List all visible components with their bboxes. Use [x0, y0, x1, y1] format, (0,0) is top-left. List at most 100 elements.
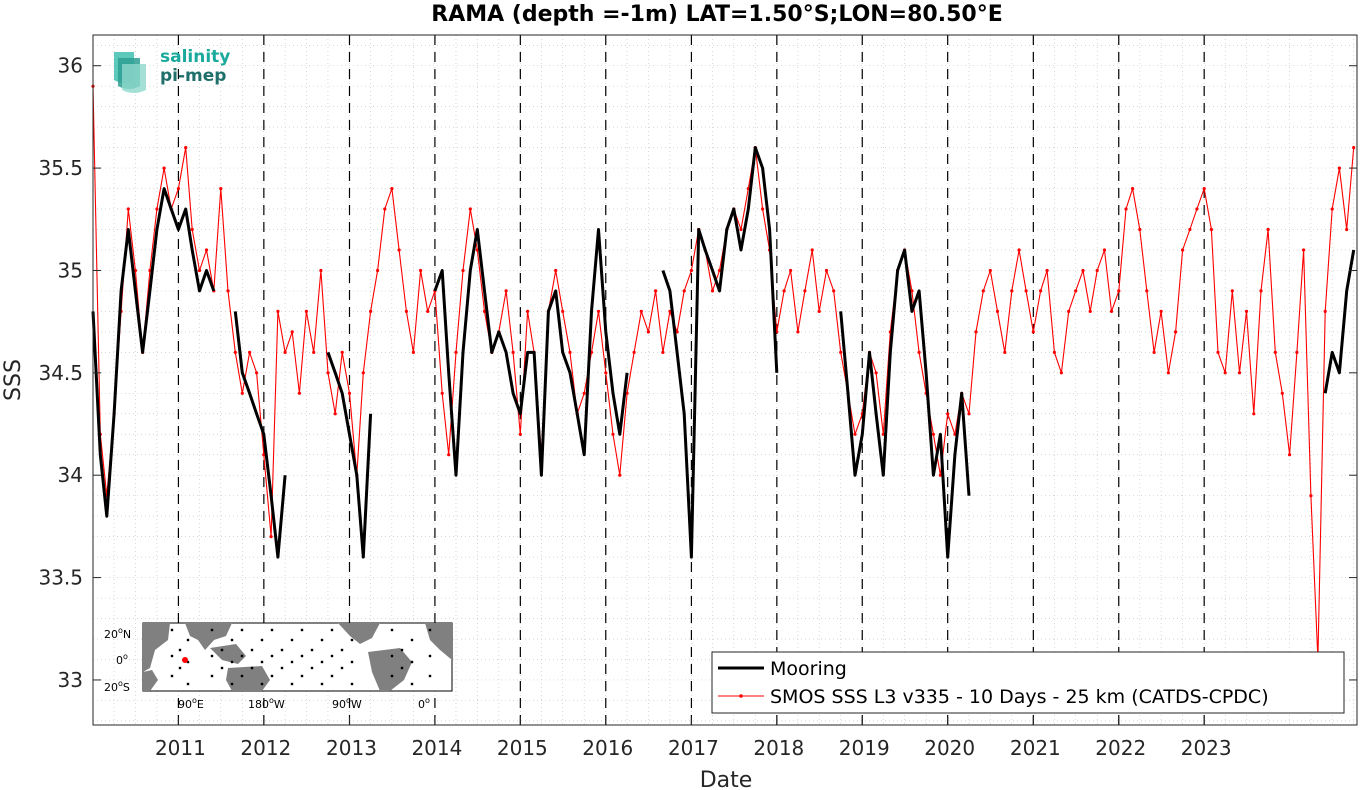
smos-data-point [910, 289, 914, 293]
x-tick-label: 2023 [1181, 736, 1232, 760]
x-tick-label: 2011 [155, 736, 206, 760]
mooring-series-line [1323, 249, 1356, 394]
smos-data-point [1152, 350, 1156, 354]
smos-data-point [1031, 330, 1035, 334]
smos-data-point [810, 248, 814, 252]
smos-data-point [1309, 494, 1313, 498]
smos-data-point [1174, 330, 1178, 334]
smos-data-point [326, 371, 330, 375]
smos-data-point [1302, 248, 1306, 252]
smos-data-point [817, 309, 821, 313]
land-asia [185, 623, 232, 650]
smos-data-point [248, 350, 252, 354]
smos-data-point [582, 391, 586, 395]
smos-data-point [1259, 289, 1263, 293]
smos-data-point [832, 289, 836, 293]
smos-data-point [419, 268, 423, 273]
smos-data-point [654, 289, 658, 293]
inset-mooring-dot [390, 654, 394, 658]
y-tick-label: 33 [58, 668, 83, 692]
inset-mooring-dot [186, 682, 190, 686]
smos-data-point [482, 309, 487, 313]
smos-data-point [1067, 309, 1071, 313]
smos-data-point [995, 309, 1000, 313]
smos-data-point [176, 187, 180, 191]
y-tick-label: 33.5 [38, 566, 83, 590]
smos-data-point [404, 309, 408, 313]
y-axis-label: SSS [1, 359, 26, 401]
inset-mooring-dot [220, 648, 224, 652]
smos-data-point [333, 412, 337, 416]
smos-data-point [639, 309, 643, 313]
smos-data-point [390, 187, 394, 191]
smos-data-point [155, 207, 159, 211]
smos-data-point [1237, 371, 1242, 375]
smos-data-point [240, 391, 244, 395]
smos-data-point [312, 350, 316, 354]
smos-data-point [625, 391, 629, 395]
smos-data-point [269, 535, 273, 539]
x-tick-label: 2022 [1095, 736, 1146, 760]
smos-data-point [297, 391, 301, 395]
smos-data-point [454, 350, 458, 354]
inset-mooring-dot [186, 638, 190, 642]
inset-xtick-0: 0o [418, 696, 430, 711]
inset-mooring-dot [300, 628, 304, 632]
land-africa-west [143, 623, 170, 672]
smos-data-point [988, 268, 992, 273]
logo-line2: pi-mep [160, 66, 226, 86]
x-tick-label: 2020 [924, 736, 975, 760]
selected-mooring-marker [182, 657, 188, 663]
smos-data-point [461, 268, 465, 273]
smos-data-point [967, 412, 971, 416]
smos-data-point [304, 309, 308, 313]
smos-data-point [739, 227, 743, 232]
smos-data-point [1330, 207, 1334, 211]
smos-series-line [92, 86, 1355, 661]
smos-data-point [1273, 350, 1277, 354]
smos-data-point [803, 289, 807, 293]
smos-data-point [1230, 289, 1234, 293]
inset-mooring-dot [330, 654, 334, 658]
smos-data-point [839, 350, 843, 354]
smos-data-point [824, 268, 829, 273]
smos-data-point [411, 350, 415, 354]
smos-data-point [611, 432, 615, 436]
inset-location-map: 20oN 0o 20oS 90oE 180oW 90oW 0o [104, 622, 453, 711]
smos-data-point [426, 309, 430, 313]
inset-mooring-dot [220, 666, 224, 670]
smos-data-point [1280, 391, 1284, 395]
smos-data-point [1074, 289, 1078, 293]
smos-data-point [1131, 187, 1135, 191]
smos-data-point [440, 391, 444, 395]
smos-data-point [1181, 248, 1185, 252]
smos-data-point [1045, 268, 1049, 273]
smos-data-point [561, 309, 565, 313]
smos-data-point [1288, 453, 1292, 457]
smos-data-point [1052, 350, 1056, 354]
smos-data-point [262, 453, 266, 457]
smos-data-point [1145, 289, 1149, 293]
land-africa-east-wrap [425, 623, 452, 660]
smos-data-point [283, 350, 287, 354]
smos-data-point [126, 207, 130, 211]
legend-smos-marker [739, 694, 743, 698]
y-tick-label: 35.5 [38, 156, 83, 180]
inset-mooring-dot [240, 674, 244, 678]
smos-data-point [717, 268, 722, 273]
x-tick-label: 2014 [411, 736, 462, 760]
inset-mooring-dot [350, 660, 354, 664]
mooring-series-line [326, 351, 373, 559]
inset-mooring-dot [428, 654, 432, 658]
inset-mooring-dot [290, 638, 294, 642]
smos-data-point [1244, 309, 1249, 313]
inset-mooring-dot [310, 666, 314, 670]
inset-mooring-dot [410, 682, 414, 686]
x-tick-label: 2015 [497, 736, 548, 760]
inset-mooring-dot [250, 666, 254, 670]
smos-data-point [383, 207, 387, 211]
x-tick-label: 2017 [668, 736, 719, 760]
x-tick-label: 2016 [582, 736, 633, 760]
smos-data-point [782, 289, 786, 293]
plot-series [91, 84, 1356, 662]
